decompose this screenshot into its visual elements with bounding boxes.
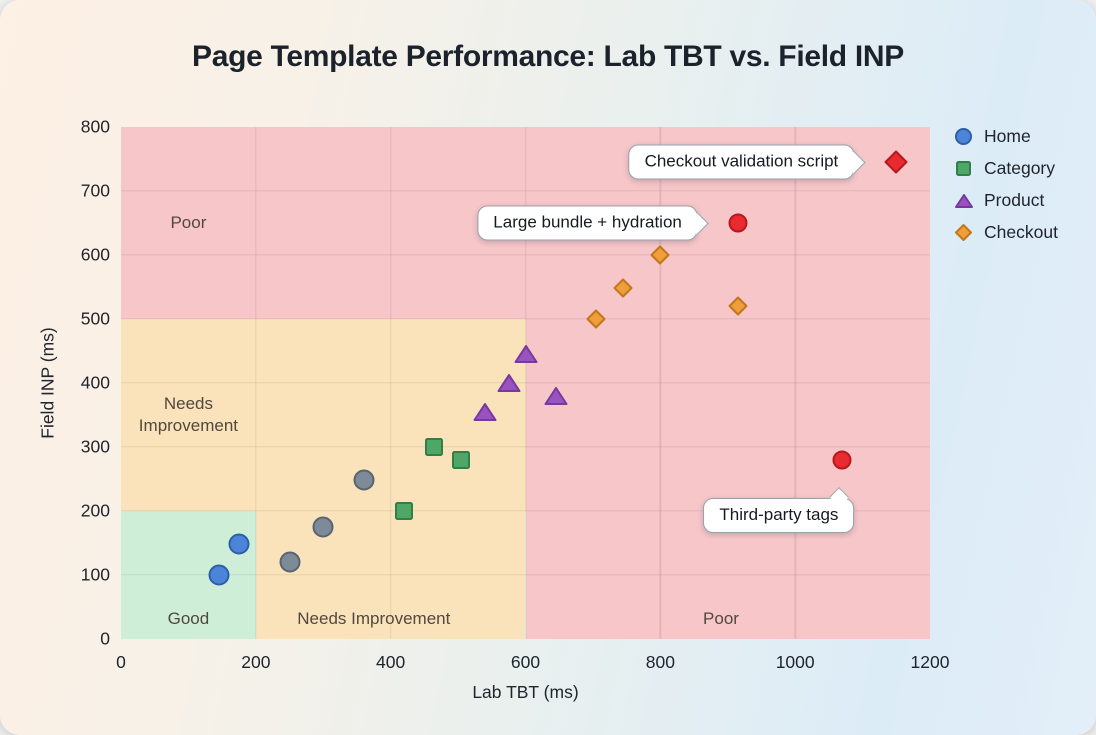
data-point-home (208, 564, 230, 586)
x-tick-label-600: 600 (510, 652, 541, 672)
data-point-category (395, 502, 414, 520)
y-tick-label-800: 800 (80, 116, 110, 137)
plot-area: Poor Needs Improvement Good Needs Improvemen… (121, 127, 930, 639)
gridline-x-200 (255, 127, 257, 639)
data-point-checkout (650, 245, 670, 265)
zone-poor-right (525, 319, 930, 639)
gridline-x-400 (389, 127, 392, 639)
legend-label-product: Product (984, 190, 1045, 210)
legend-label-category: Category (984, 158, 1056, 178)
data-point-product (496, 373, 521, 393)
chart-title: Page Template Performance: Lab TBT vs. F… (192, 40, 904, 73)
gridline-y-100 (121, 574, 930, 576)
annotation-text: Checkout validation script (644, 151, 839, 171)
data-point-checkout (613, 278, 633, 298)
data-point-highlight-diamond (884, 150, 908, 174)
data-point-unlabeled-gray (353, 469, 375, 491)
x-tick-label-1000: 1000 (775, 652, 815, 672)
legend-label-home: Home (984, 126, 1031, 146)
legend-item-home: Home (953, 126, 1058, 147)
x-tick-label-200: 200 (241, 652, 271, 672)
square-icon (953, 161, 974, 176)
triangle-icon (953, 193, 974, 209)
legend-item-category: Category (953, 158, 1058, 179)
y-tick-label-200: 200 (80, 500, 110, 521)
y-tick-label-700: 700 (80, 180, 110, 201)
annotation-callout: Third-party tags (703, 487, 855, 533)
annotation-text: Third-party tags (719, 504, 839, 524)
annotation-callout: Large bundle + hydration (477, 205, 709, 241)
x-axis-title: Lab TBT (ms) (472, 682, 579, 702)
zone-label-needs-improvement-upper: Needs Improvement (138, 393, 239, 435)
y-axis-title: Field INP (ms) (37, 327, 58, 439)
annotation-text: Large bundle + hydration (493, 212, 682, 232)
legend-item-checkout: Checkout (953, 222, 1058, 243)
data-point-checkout (728, 296, 748, 316)
zone-label-needs-improvement-lower: Needs Improvement (297, 608, 451, 628)
legend-label-checkout: Checkout (984, 222, 1058, 242)
circle-icon (953, 128, 974, 145)
zone-label-poor-lower: Poor (703, 608, 739, 628)
x-tick-label-0: 0 (116, 652, 126, 672)
gridline-y-300 (121, 446, 930, 448)
data-point-product (543, 386, 568, 406)
gridline-y-500 (121, 318, 930, 320)
zone-needs-improvement-left (121, 319, 526, 511)
y-tick-label-400: 400 (80, 372, 110, 393)
legend: Home Category Product Checkout (953, 126, 1058, 243)
data-point-product (513, 344, 538, 364)
data-point-highlight-circle (728, 213, 748, 233)
legend-item-product: Product (953, 190, 1058, 211)
data-point-highlight-circle (832, 450, 852, 470)
y-tick-label-300: 300 (80, 436, 110, 457)
x-tick-label-1200: 1200 (910, 652, 950, 672)
annotation-callout: Checkout validation script (628, 144, 866, 180)
gridline-y-400 (121, 382, 930, 384)
zone-label-poor-upper: Poor (170, 212, 207, 232)
diamond-icon (953, 224, 974, 241)
data-point-unlabeled-gray (279, 551, 301, 573)
zone-label-good: Good (167, 608, 210, 628)
x-tick-label-800: 800 (645, 652, 675, 672)
data-point-home (228, 533, 250, 555)
y-tick-label-600: 600 (80, 244, 110, 265)
gridline-x-1000 (794, 127, 796, 639)
y-tick-label-100: 100 (80, 564, 110, 585)
data-point-unlabeled-gray (312, 516, 334, 538)
y-tick-label-500: 500 (80, 308, 110, 329)
data-point-checkout (586, 309, 606, 329)
x-tick-label-400: 400 (376, 652, 406, 672)
y-axis-ticks: 0 100 200 300 400 500 600 700 800 (46, 117, 110, 649)
zone-good (121, 511, 256, 639)
gridline-y-600 (121, 254, 930, 256)
gridline-y-200 (121, 510, 930, 512)
zone-needs-improvement-bottom (255, 511, 526, 639)
y-tick-label-0: 0 (100, 628, 110, 649)
data-point-category (452, 450, 471, 469)
data-point-category (425, 438, 444, 456)
x-axis-ticks: 0 200 400 600 800 1000 1200 (116, 652, 949, 674)
data-point-product (473, 402, 498, 422)
gridline-y-700 (121, 190, 930, 192)
gridline-x-800 (659, 127, 662, 639)
gridline-x-600 (524, 127, 527, 639)
